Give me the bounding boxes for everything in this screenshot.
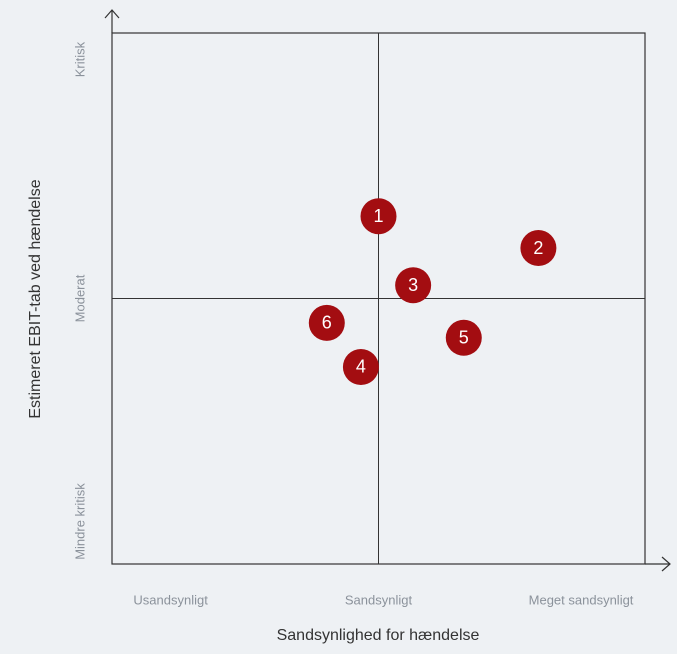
point-label: 5 [459,328,469,348]
x-tick-label: Sandsynligt [345,592,413,607]
y-tick-label: Mindre kritisk [72,483,87,560]
y-tick-label: Moderat [72,274,87,322]
risk-point [395,267,432,304]
point-label: 6 [322,313,332,333]
y-tick-label: Kritisk [72,41,87,77]
y-arrowhead [104,9,120,19]
x-arrowhead [661,556,671,572]
risk-point [520,230,557,267]
y-axis-label: Estimeret EBIT-tab ved hændelse [27,179,44,418]
risk-point [308,304,345,341]
point-label: 4 [356,357,366,377]
risk-point [445,319,482,356]
risk-point [360,198,397,235]
point-label: 3 [408,275,418,295]
x-tick-label: Meget sandsynligt [529,592,634,607]
point-label: 2 [533,238,543,258]
point-label: 1 [373,206,383,226]
x-tick-label: Usandsynligt [133,592,208,607]
x-axis-label: Sandsynlighed for hændelse [277,627,480,644]
risk-point [342,348,379,385]
